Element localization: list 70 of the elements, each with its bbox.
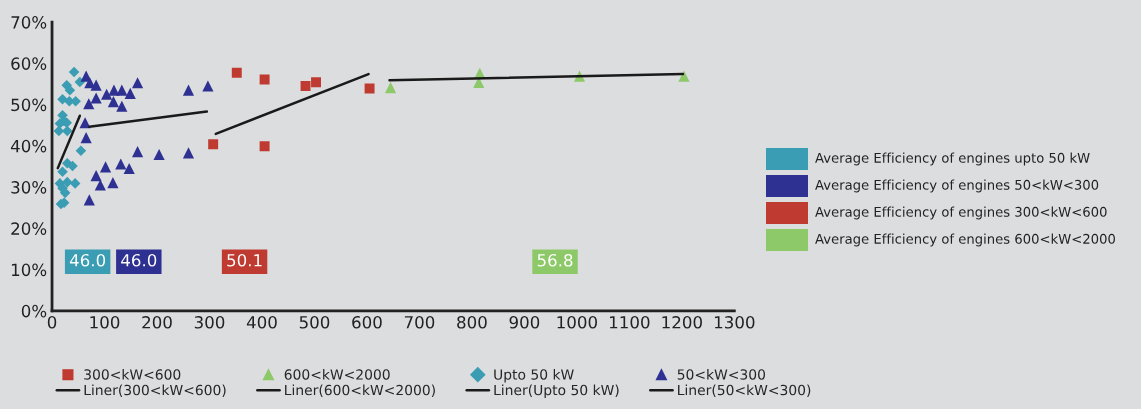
text: Average Efficiency of engines 50<kW<300	[815, 179, 1099, 193]
y-tick-label: 60%	[11, 57, 47, 70]
point	[364, 83, 375, 94]
point	[311, 77, 321, 88]
point	[79, 117, 91, 129]
point	[123, 162, 135, 175]
point	[208, 139, 219, 150]
legend-label: Liner(50<kW<300)	[678, 384, 811, 397]
point	[90, 79, 102, 91]
x-tick-label: 400	[246, 316, 277, 329]
text: Average Efficiency of engines 600<kW<2000	[815, 233, 1115, 247]
point	[115, 158, 127, 170]
legend-label: Upto 50 kW	[494, 368, 574, 383]
point	[101, 88, 113, 100]
point	[384, 82, 397, 94]
point	[259, 141, 270, 152]
point	[69, 178, 81, 189]
x-tick-label: 1200	[662, 316, 702, 329]
point	[80, 132, 92, 144]
point	[153, 148, 165, 161]
x-tick-label: 1100	[610, 316, 650, 329]
x-tick-label: 1000	[557, 316, 597, 329]
point	[231, 67, 242, 78]
y-tick-label: 30%	[11, 181, 47, 194]
x-tick-label: 700	[404, 316, 435, 329]
point	[116, 84, 128, 96]
point	[202, 80, 214, 92]
point	[300, 81, 311, 91]
point	[116, 100, 128, 112]
x-tick-label: 1300	[714, 316, 755, 329]
point	[107, 176, 119, 189]
x-tick-label: 300	[194, 316, 225, 329]
x-tick-label: 600	[352, 316, 382, 329]
x-tick-label: 800	[457, 316, 487, 329]
x-tick-label: 200	[142, 316, 172, 329]
annotation: 50.1	[227, 253, 262, 267]
y-tick-label: 10%	[11, 263, 47, 277]
point	[259, 74, 270, 85]
legend-label: 600<kW<2000	[284, 368, 390, 380]
annotation: 46.0	[121, 253, 157, 267]
legend-label: Liner(300<kW<600)	[84, 384, 226, 397]
point	[131, 146, 144, 158]
y-tick-label: 70%	[11, 16, 47, 29]
x-tick-label: 0	[47, 316, 57, 329]
annotation: 46.0	[69, 253, 106, 267]
point	[68, 66, 80, 78]
x-tick-label: 900	[509, 316, 540, 329]
point	[131, 77, 144, 89]
y-tick-label: 20%	[11, 222, 47, 235]
y-tick-label: 0%	[21, 304, 47, 318]
point	[182, 84, 195, 96]
point	[99, 161, 112, 173]
x-tick-label: 500	[299, 316, 330, 329]
legend-label: 50<kW<300	[677, 368, 766, 380]
point	[678, 70, 690, 82]
point	[75, 145, 87, 157]
y-tick-label: 50%	[11, 98, 47, 112]
legend-label: Liner(600<kW<2000)	[285, 384, 435, 397]
point	[107, 96, 120, 108]
point	[90, 169, 102, 182]
legend-label: Liner(Upto 50 kW)	[494, 384, 619, 398]
point	[182, 147, 195, 159]
text: Average Efficiency of engines 300<kW<600	[815, 206, 1107, 220]
y-tick-label: 40%	[10, 139, 47, 153]
x-tick-label: 100	[90, 316, 120, 329]
point	[90, 92, 102, 104]
legend-label: 300<kW<600	[84, 368, 181, 380]
text: Average Efficiency of engines upto 50 kW	[815, 152, 1090, 166]
annotation: 56.8	[537, 253, 573, 267]
point	[124, 87, 136, 100]
